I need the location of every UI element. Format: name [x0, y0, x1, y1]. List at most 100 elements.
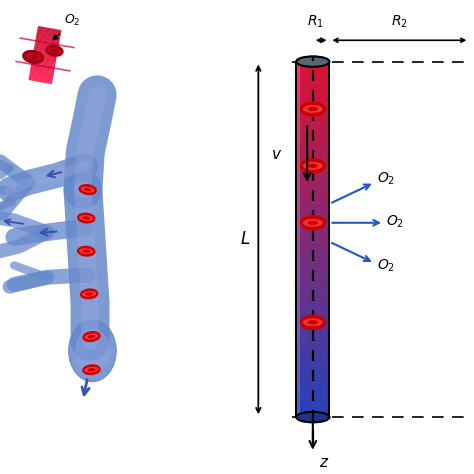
- Polygon shape: [296, 239, 300, 244]
- Polygon shape: [296, 346, 329, 350]
- Text: $\mathit{v}$: $\mathit{v}$: [271, 146, 282, 162]
- Polygon shape: [30, 69, 54, 74]
- Polygon shape: [36, 36, 60, 41]
- Polygon shape: [32, 60, 55, 66]
- Polygon shape: [296, 124, 300, 128]
- Polygon shape: [296, 315, 300, 319]
- Polygon shape: [296, 177, 300, 182]
- Polygon shape: [296, 75, 329, 79]
- Polygon shape: [296, 359, 300, 364]
- Polygon shape: [296, 133, 329, 137]
- Polygon shape: [33, 53, 57, 58]
- Polygon shape: [37, 31, 60, 37]
- Polygon shape: [296, 155, 329, 159]
- Polygon shape: [296, 182, 300, 186]
- Polygon shape: [296, 301, 329, 306]
- Polygon shape: [32, 58, 56, 64]
- Polygon shape: [29, 77, 52, 83]
- Polygon shape: [34, 48, 57, 54]
- Polygon shape: [296, 399, 329, 404]
- Polygon shape: [296, 71, 329, 75]
- Text: $\mathit{L}$: $\mathit{L}$: [239, 230, 250, 248]
- Polygon shape: [31, 65, 55, 71]
- Polygon shape: [296, 324, 329, 328]
- Polygon shape: [37, 27, 61, 33]
- Text: $\mathit{z}$: $\mathit{z}$: [319, 455, 329, 470]
- Polygon shape: [296, 253, 300, 257]
- Polygon shape: [296, 186, 300, 191]
- Polygon shape: [296, 217, 300, 222]
- Polygon shape: [296, 235, 329, 239]
- Polygon shape: [34, 47, 58, 53]
- Ellipse shape: [83, 217, 89, 219]
- Ellipse shape: [85, 189, 91, 191]
- Polygon shape: [296, 101, 300, 106]
- Polygon shape: [36, 36, 59, 42]
- Polygon shape: [296, 151, 329, 155]
- Polygon shape: [296, 355, 300, 359]
- Polygon shape: [296, 177, 329, 182]
- Polygon shape: [296, 106, 300, 110]
- Polygon shape: [296, 244, 300, 248]
- Ellipse shape: [303, 219, 322, 226]
- Polygon shape: [296, 248, 329, 253]
- Ellipse shape: [89, 369, 94, 371]
- Polygon shape: [296, 257, 329, 262]
- Ellipse shape: [309, 321, 317, 324]
- Polygon shape: [296, 168, 300, 173]
- Polygon shape: [33, 52, 57, 57]
- Polygon shape: [296, 368, 300, 373]
- Ellipse shape: [80, 216, 92, 220]
- Polygon shape: [296, 106, 329, 110]
- Polygon shape: [33, 55, 56, 61]
- Polygon shape: [296, 364, 329, 368]
- Polygon shape: [296, 377, 329, 382]
- Polygon shape: [37, 30, 61, 36]
- Polygon shape: [296, 101, 329, 106]
- Polygon shape: [296, 115, 329, 119]
- Polygon shape: [296, 222, 329, 226]
- Polygon shape: [296, 230, 300, 235]
- Ellipse shape: [303, 319, 322, 326]
- Polygon shape: [296, 200, 329, 204]
- Polygon shape: [296, 395, 300, 399]
- Ellipse shape: [309, 164, 317, 167]
- Polygon shape: [296, 128, 300, 133]
- Polygon shape: [31, 64, 55, 69]
- Polygon shape: [296, 213, 300, 217]
- Polygon shape: [296, 368, 329, 373]
- Polygon shape: [296, 173, 329, 177]
- Polygon shape: [296, 62, 300, 66]
- Ellipse shape: [301, 102, 325, 116]
- Ellipse shape: [81, 289, 98, 299]
- Polygon shape: [33, 51, 57, 56]
- Polygon shape: [296, 319, 329, 324]
- Polygon shape: [296, 319, 300, 324]
- Polygon shape: [32, 56, 56, 62]
- Polygon shape: [296, 182, 329, 186]
- Polygon shape: [296, 404, 300, 408]
- Polygon shape: [296, 262, 300, 266]
- Polygon shape: [296, 84, 300, 88]
- Polygon shape: [36, 38, 59, 44]
- Ellipse shape: [79, 185, 96, 194]
- Polygon shape: [296, 93, 300, 97]
- Polygon shape: [296, 275, 329, 279]
- Polygon shape: [296, 239, 329, 244]
- Polygon shape: [296, 337, 300, 342]
- Ellipse shape: [296, 412, 329, 422]
- Polygon shape: [296, 382, 300, 386]
- Polygon shape: [296, 204, 300, 208]
- Polygon shape: [296, 284, 329, 288]
- Ellipse shape: [82, 187, 94, 192]
- Polygon shape: [28, 79, 52, 84]
- Ellipse shape: [301, 216, 325, 230]
- Polygon shape: [296, 310, 329, 315]
- Polygon shape: [296, 208, 329, 213]
- Polygon shape: [37, 29, 61, 35]
- Polygon shape: [296, 195, 329, 200]
- Polygon shape: [296, 97, 329, 101]
- Ellipse shape: [83, 365, 100, 374]
- Polygon shape: [296, 399, 300, 404]
- Ellipse shape: [303, 163, 322, 169]
